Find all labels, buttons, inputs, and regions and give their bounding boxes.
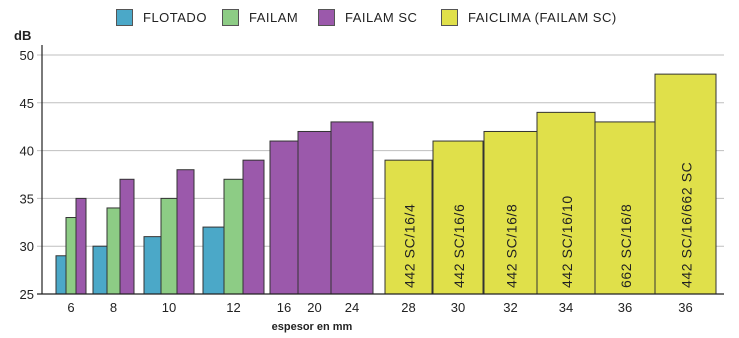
- legend-item: FLOTADO: [116, 8, 207, 26]
- bar: [202, 226, 225, 295]
- bar-data-label: 442 SC/16/8: [504, 204, 520, 288]
- bar: [160, 197, 178, 295]
- x-tick-label: 6: [67, 300, 74, 315]
- bar: [432, 140, 484, 295]
- y-tick-label: 35: [20, 191, 34, 206]
- legend-item: FAILAM SC: [318, 8, 417, 26]
- bar: [223, 178, 244, 295]
- chart-legend: FLOTADO FAILAM FAILAM SC FAICLIMA (FAILAM S…: [0, 0, 739, 30]
- bar: [92, 245, 108, 295]
- bar: [75, 197, 87, 295]
- x-tick-label: 16: [277, 300, 291, 315]
- bar-data-label: 442 SC/16/10: [559, 195, 575, 288]
- x-tick-label: 36: [678, 300, 692, 315]
- y-tick-label: 50: [20, 48, 34, 63]
- x-tick-label: 10: [162, 300, 176, 315]
- legend-item: FAILAM: [222, 8, 298, 26]
- x-tick-label: 36: [618, 300, 632, 315]
- bar-data-label: 442 SC/16/4: [402, 204, 418, 288]
- x-tick-label: 12: [226, 300, 240, 315]
- x-tick-label: 20: [307, 300, 321, 315]
- bar: [143, 236, 162, 295]
- legend-label: FAILAM SC: [345, 9, 418, 25]
- bar: [55, 255, 67, 295]
- bar: [330, 121, 374, 295]
- legend-swatch: [318, 8, 335, 26]
- bar: [483, 130, 538, 295]
- legend-swatch: [116, 8, 133, 26]
- bar: [297, 130, 332, 295]
- legend-label: FAILAM: [249, 9, 299, 25]
- x-tick-label: 24: [345, 300, 359, 315]
- x-tick-label: 28: [401, 300, 415, 315]
- bar: [176, 169, 195, 295]
- x-tick-label: 30: [451, 300, 465, 315]
- y-tick-label: 25: [20, 287, 34, 302]
- y-tick-label: 45: [20, 96, 34, 111]
- bar: [242, 159, 265, 295]
- bar: [654, 73, 717, 295]
- bar-data-label: 662 SC/16/8: [618, 204, 634, 288]
- y-tick-label: 30: [20, 239, 34, 254]
- bar: [594, 121, 656, 295]
- bar: [536, 111, 596, 295]
- legend-item: FAICLIMA (FAILAM SC): [441, 8, 617, 26]
- bar-data-label: 442 SC/16/6: [451, 204, 467, 288]
- y-axis-label: dB: [14, 28, 31, 43]
- x-tick-label: 32: [503, 300, 517, 315]
- bar-data-label: 442 SC/16/662 SC: [679, 162, 695, 288]
- legend-swatch: [222, 8, 239, 26]
- x-tick-label: 8: [110, 300, 117, 315]
- bar: [269, 140, 299, 295]
- bar: [106, 207, 121, 295]
- legend-label: FAICLIMA (FAILAM SC): [468, 9, 617, 25]
- legend-swatch: [441, 8, 458, 26]
- bar: [65, 217, 77, 295]
- bar: [119, 178, 135, 295]
- x-axis-label: espesor en mm: [272, 321, 353, 333]
- y-tick-label: 40: [20, 144, 34, 159]
- x-tick-label: 34: [559, 300, 573, 315]
- legend-label: FLOTADO: [143, 9, 207, 25]
